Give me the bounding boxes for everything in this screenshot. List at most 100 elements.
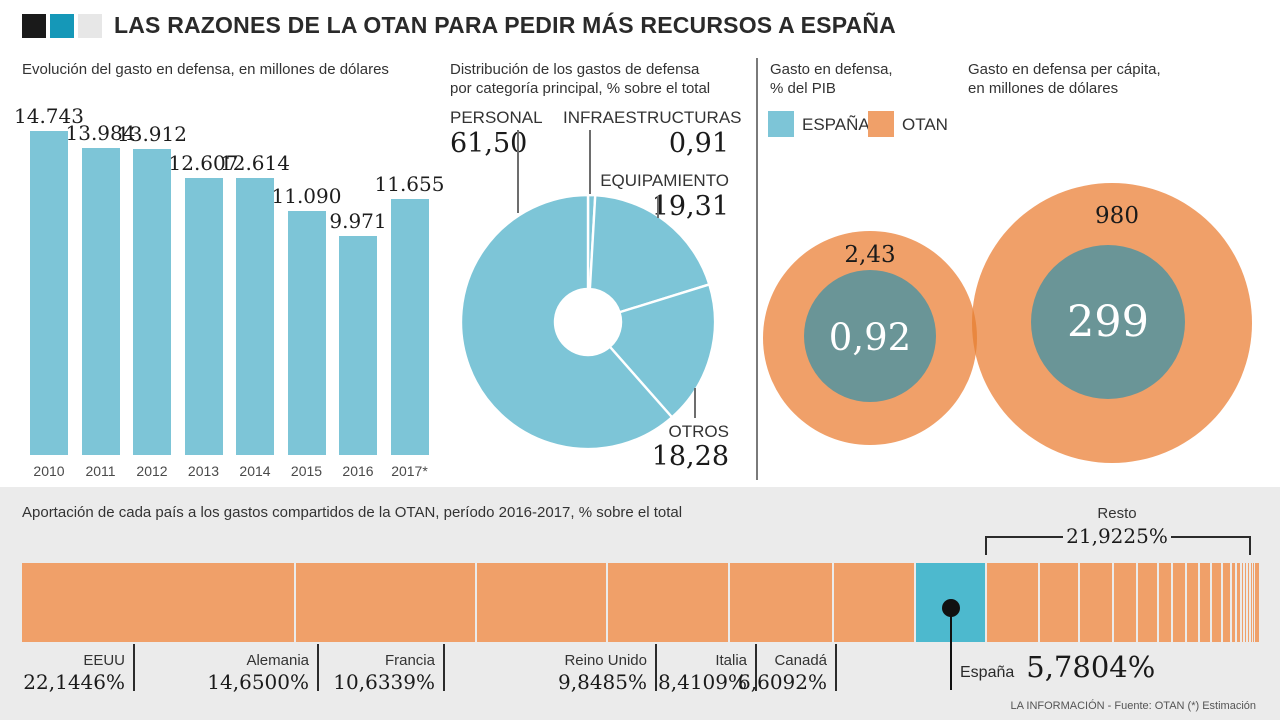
gdp-title-line1: Gasto en defensa, xyxy=(770,61,893,78)
segment-resto-12 xyxy=(1231,563,1236,642)
country-name: Francia xyxy=(384,652,435,669)
donut-leader-equipamiento xyxy=(657,196,659,218)
segment-resto-18 xyxy=(1252,563,1254,642)
bar-2013 xyxy=(184,177,223,455)
segment-reino-unido xyxy=(608,563,728,642)
bar-year-label: 2016 xyxy=(342,463,374,479)
country-name: Alemania xyxy=(246,652,309,669)
bar-value-label: 12.607 xyxy=(168,150,239,175)
segment-resto-16 xyxy=(1248,563,1249,642)
segment-resto-4 xyxy=(1113,563,1137,642)
circle-comparison-graphic xyxy=(763,183,1252,463)
country-name: Reino Unido xyxy=(564,652,647,669)
segment-resto-5 xyxy=(1138,563,1157,642)
gdp-otan-value: 2,43 xyxy=(844,242,896,268)
segment-francia xyxy=(476,563,607,642)
bar-year-label: 2014 xyxy=(239,463,271,479)
segment-resto-1 xyxy=(987,563,1039,642)
segment-resto-22 xyxy=(1257,563,1259,642)
espana-circle-gdp xyxy=(804,270,936,402)
bar-value-label: 13.984 xyxy=(65,120,136,145)
segment-resto-10 xyxy=(1211,563,1222,642)
segment-resto-14 xyxy=(1241,563,1244,642)
country-name: Italia xyxy=(715,652,747,669)
resto-bracket-right-end xyxy=(1249,536,1251,555)
bar-value-label: 13.912 xyxy=(117,122,187,147)
distribution-subtitle: Distribución de los gastos de defensa po… xyxy=(450,60,710,98)
footer-credit: LA INFORMACIÓN - Fuente: OTAN (*) Estima… xyxy=(1010,700,1256,712)
resto-bracket-right xyxy=(1171,536,1251,538)
espana-circle-percapita xyxy=(1031,245,1185,399)
evolution-bar-chart: 14.743 2010 13.984 2011 13.912 2012 12.607 2013… xyxy=(14,100,452,485)
country-value: 14,6500% xyxy=(207,670,309,694)
bar-2010 xyxy=(30,131,68,455)
page-title: LAS RAZONES DE LA OTAN PARA PEDIR MÁS RE… xyxy=(114,12,896,38)
resto-bracket-left-end xyxy=(985,536,987,555)
donut-label-equipamiento: EQUIPAMIENTO xyxy=(600,171,729,190)
donut-svg xyxy=(459,193,717,451)
gdp-title-line2: % del PIB xyxy=(770,80,836,97)
section-divider xyxy=(756,58,758,480)
label-tick-alemania xyxy=(317,644,319,691)
donut-slice-otros xyxy=(608,282,717,419)
bar-value-label: 12.614 xyxy=(220,150,290,175)
percapita-espana-value: 299 xyxy=(1066,297,1150,347)
donut-label-otros: OTROS xyxy=(668,422,729,441)
evolution-subtitle: Evolución del gasto en defensa, en millo… xyxy=(22,61,389,78)
segment-resto-2 xyxy=(1040,563,1079,642)
label-tick-eeuu xyxy=(133,644,135,691)
donut-value-equipamiento: 19,31 xyxy=(651,191,729,222)
country-value: 9,8485% xyxy=(558,670,647,694)
segment-eeuu xyxy=(22,563,294,642)
donut-label-infraestructuras: INFRAESTRUCTURAS xyxy=(563,108,742,127)
segment-resto-6 xyxy=(1158,563,1172,642)
label-tick-italia xyxy=(755,644,757,691)
bar-value-label: 14.743 xyxy=(14,104,84,128)
segment-resto-7 xyxy=(1173,563,1185,642)
contribution-stacked-bar xyxy=(22,563,1259,642)
bar-value-label: 9.971 xyxy=(329,208,387,233)
bar-2014 xyxy=(236,177,274,455)
palette-square-teal xyxy=(50,14,74,38)
distribution-donut-chart xyxy=(459,193,717,451)
bar-year-label: 2017* xyxy=(391,463,428,479)
resto-bracket-left xyxy=(985,536,1063,538)
bar-value-label: 11.090 xyxy=(271,184,342,209)
percapita-otan-value: 980 xyxy=(1095,203,1139,229)
distribution-subtitle-line1: Distribución de los gastos de defensa xyxy=(450,61,700,78)
bar-year-label: 2010 xyxy=(33,463,65,479)
donut-label-personal: PERSONAL xyxy=(450,108,543,127)
resto-label: Resto xyxy=(1097,505,1137,522)
segment-resto-21 xyxy=(1257,563,1258,642)
bar-year-label: 2012 xyxy=(136,463,168,479)
donut-leader-otros xyxy=(694,388,696,418)
segment-resto-20 xyxy=(1255,563,1257,642)
bar-value-label: 11.655 xyxy=(374,171,445,196)
label-tick-reino-unido xyxy=(655,644,657,691)
segment-resto-13 xyxy=(1237,563,1240,642)
label-tick-canadá xyxy=(835,644,837,691)
espana-label-value: 5,7804% xyxy=(1026,650,1156,684)
espana-marker-line xyxy=(950,608,953,690)
donut-slice-personal xyxy=(459,193,674,451)
segment-alemania xyxy=(295,563,475,642)
legend-label-espana: ESPAÑA xyxy=(802,115,870,134)
bar-2012 xyxy=(133,149,171,455)
bar-year-label: 2011 xyxy=(85,463,116,479)
bar-year-label: 2015 xyxy=(290,463,323,479)
palette-square-gray xyxy=(78,14,102,38)
distribution-subtitle-line2: por categoría principal, % sobre el tota… xyxy=(450,80,711,97)
segment-resto-19 xyxy=(1254,563,1256,642)
segment-resto-15 xyxy=(1245,563,1247,642)
country-name: Canadá xyxy=(774,652,827,669)
country-name: EEUU xyxy=(83,652,125,669)
bar-2017* xyxy=(390,198,429,455)
donut-leader-personal xyxy=(517,130,519,213)
segment-resto-3 xyxy=(1080,563,1112,642)
country-value: 6,6092% xyxy=(738,670,827,694)
segment-resto-9 xyxy=(1199,563,1210,642)
palette-square-black xyxy=(22,14,46,38)
country-value: 8,4109% xyxy=(658,670,747,694)
bar-year-label: 2013 xyxy=(187,463,220,479)
